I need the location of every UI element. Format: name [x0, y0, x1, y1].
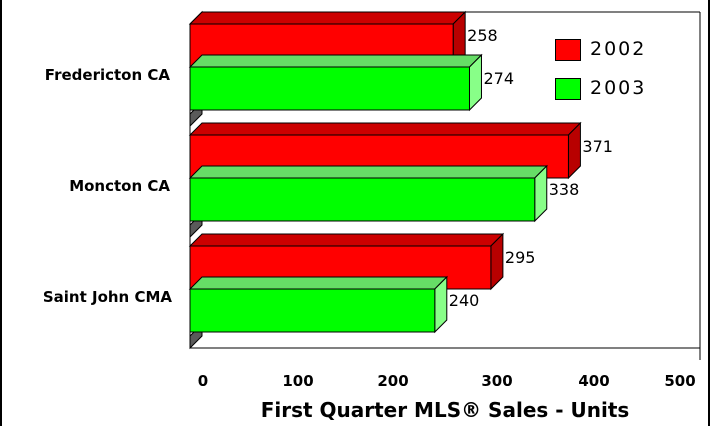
bar-2003-2 — [189, 288, 436, 333]
bar-top-2002-0 — [188, 11, 467, 25]
bar-2003-1 — [189, 177, 536, 222]
bar-2003-0 — [189, 66, 470, 111]
bar-top-2003-1 — [188, 165, 548, 179]
value-label-2002-1: 371 — [582, 137, 613, 156]
bar-top-2003-0 — [188, 54, 483, 68]
x-tick-500: 500 — [664, 372, 696, 390]
x-tick-300: 300 — [481, 372, 513, 390]
value-label-2002-2: 295 — [504, 248, 536, 267]
x-tick-400: 400 — [578, 372, 610, 390]
category-label-saint-john: Saint John CMA — [42, 288, 172, 306]
legend-label-2002: 2002 — [590, 38, 647, 60]
legend-swatch-2003 — [555, 78, 581, 100]
x-tick-200: 200 — [377, 372, 409, 390]
bar-top-2003-2 — [188, 276, 449, 290]
legend-swatch-2002 — [555, 39, 581, 61]
category-label-moncton: Moncton CA — [69, 177, 170, 195]
x-tick-100: 100 — [282, 372, 314, 390]
value-label-2002-0: 258 — [467, 26, 498, 45]
bar-top-2002-1 — [188, 122, 582, 136]
x-axis-title: First Quarter MLS® Sales - Units — [260, 398, 630, 422]
legend-label-2003: 2003 — [590, 77, 647, 99]
x-tick-0: 0 — [197, 372, 209, 390]
value-label-2003-1: 338 — [548, 180, 580, 199]
bar-top-2002-2 — [188, 233, 505, 247]
value-label-2003-0: 274 — [483, 69, 515, 88]
category-label-fredericton: Fredericton CA — [44, 66, 170, 84]
value-label-2003-2: 240 — [448, 291, 480, 310]
